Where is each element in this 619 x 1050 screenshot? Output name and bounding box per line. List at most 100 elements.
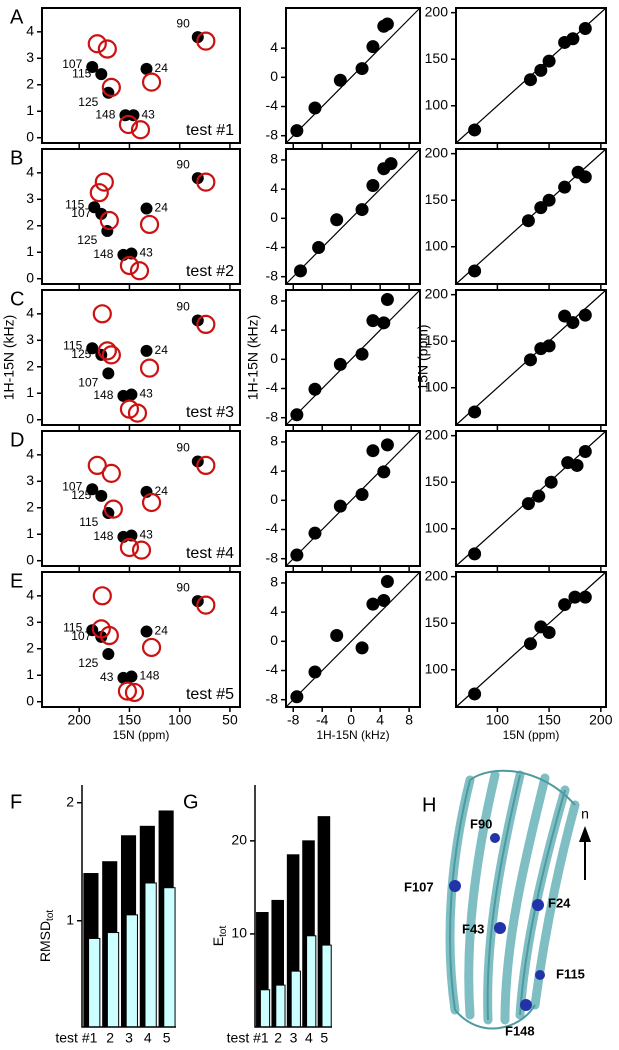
panel-letter: E <box>10 570 23 592</box>
y-tick-label: -4 <box>266 97 279 113</box>
open-marker <box>196 455 216 476</box>
y-axis-label: 15N (ppm) <box>415 324 431 390</box>
panel-letter: C <box>10 288 24 310</box>
point-label: 24 <box>155 201 169 215</box>
y-tick-label: 2 <box>26 216 34 232</box>
point <box>380 438 394 452</box>
point <box>366 178 380 192</box>
point-label: 107 <box>78 376 98 390</box>
axes <box>81 785 176 1028</box>
y-tick-label: -4 <box>266 520 279 536</box>
point-label: 107 <box>62 57 82 71</box>
y-tick-label: 0 <box>270 209 278 225</box>
open-marker <box>196 314 216 335</box>
y-tick-label: -4 <box>266 238 279 254</box>
open-marker <box>117 681 138 701</box>
y-tick-label: 1 <box>26 666 34 682</box>
y-tick-label: 4 <box>270 39 278 55</box>
open-marker <box>124 682 145 703</box>
point <box>521 497 535 511</box>
plot-frame <box>41 7 241 144</box>
plot-frame <box>285 289 421 426</box>
point-label: 90 <box>176 300 190 314</box>
point <box>558 180 572 194</box>
bar <box>163 887 176 1028</box>
point <box>468 264 482 278</box>
point-label: 148 <box>93 388 113 402</box>
plot-frame <box>41 571 241 708</box>
point <box>333 499 347 513</box>
point-label: 115 <box>72 66 91 80</box>
y-tick-label: 2 <box>26 498 34 514</box>
residue-label: F115 <box>556 966 585 981</box>
open-marker <box>92 304 112 324</box>
point <box>578 308 592 322</box>
y-tick-label: -4 <box>266 379 279 395</box>
bar <box>259 989 271 1028</box>
y-tick-label: 200 <box>425 3 449 19</box>
residue-label: F90 <box>470 816 492 831</box>
point <box>568 590 582 604</box>
open-marker <box>87 34 107 54</box>
point <box>333 73 347 87</box>
point <box>308 665 322 679</box>
x-tick-label: 50 <box>222 712 238 728</box>
y-label-sub: tot <box>45 910 56 921</box>
y-tick-label: 100 <box>425 237 449 253</box>
point-label: 43 <box>100 670 114 684</box>
open-marker <box>89 183 109 203</box>
point-label: 43 <box>139 528 153 542</box>
point-label: 90 <box>176 157 190 171</box>
point <box>380 292 394 306</box>
open-marker <box>87 455 107 476</box>
y-tick-label: -8 <box>266 408 279 424</box>
diagonal <box>285 148 421 285</box>
point-label: 107 <box>71 206 91 220</box>
bar <box>275 984 286 1028</box>
x-tick-label: -4 <box>316 712 329 728</box>
open-marker <box>139 358 160 378</box>
point <box>523 637 537 651</box>
open-marker <box>119 255 140 276</box>
x-tick-label: 4 <box>144 1030 152 1046</box>
point <box>366 40 380 54</box>
panel-letter: B <box>10 147 23 169</box>
point <box>86 61 99 74</box>
y-tick-label: 4 <box>270 462 278 478</box>
point-label: 125 <box>78 95 98 109</box>
point <box>95 207 108 220</box>
bar <box>144 882 157 1028</box>
point <box>380 17 394 31</box>
point <box>355 641 369 655</box>
y-tick-label: 4 <box>270 321 278 337</box>
plot-frame <box>41 430 241 567</box>
point <box>578 590 592 604</box>
point <box>308 101 322 115</box>
x-tick-label: test #1 <box>55 1030 97 1046</box>
x-tick-label: 5 <box>163 1030 171 1046</box>
x-tick-label: 150 <box>118 712 142 728</box>
point <box>308 382 322 396</box>
y-tick-label: 200 <box>425 426 449 442</box>
point <box>377 465 391 479</box>
x-tick-label: 8 <box>405 712 413 728</box>
point <box>578 444 592 458</box>
open-marker <box>92 586 112 606</box>
x-tick-label: 100 <box>168 712 192 728</box>
open-marker <box>141 492 162 513</box>
point-label: 43 <box>141 107 155 121</box>
y-tick-label: 0 <box>26 128 34 144</box>
point <box>366 444 380 458</box>
y-tick-label: 1 <box>26 102 34 118</box>
annotation: test #1 <box>186 122 234 139</box>
x-tick-label: 2 <box>274 1030 282 1046</box>
point <box>140 625 153 638</box>
panel-letter: A <box>10 6 24 28</box>
open-marker <box>196 172 216 192</box>
point-label: 107 <box>62 479 82 493</box>
y-tick-label: 0 <box>26 692 34 708</box>
point <box>355 203 369 217</box>
point-label: 125 <box>71 347 91 361</box>
point <box>534 63 548 77</box>
point-label: 24 <box>155 343 169 357</box>
